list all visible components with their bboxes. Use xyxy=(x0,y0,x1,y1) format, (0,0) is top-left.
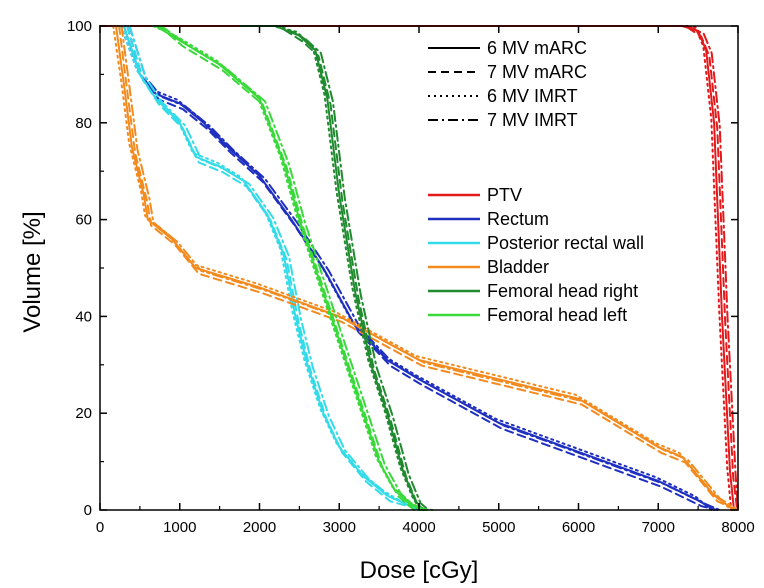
x-tick-label: 1000 xyxy=(163,519,196,536)
dvh-curve-rectum-solid xyxy=(122,25,716,511)
dvh-curve-femoral-head-left-dashdot xyxy=(160,25,434,511)
legend: 6 MV mARC 7 MV mARC 6 MV IMRT 7 MV IMRT PTV R… xyxy=(428,38,644,325)
y-axis-title: Volume [%] xyxy=(19,211,46,332)
dvh-curve-posterior-rectal-wall-dashed xyxy=(126,25,424,511)
axes-layer: 0 1000 2000 3000 4000 5000 6000 7000 8000 0 20 40 60… xyxy=(67,18,755,536)
dvh-curve-ptv-dashdot xyxy=(104,25,739,511)
y-tick-label: 40 xyxy=(75,308,92,325)
x-tick-label: 0 xyxy=(96,519,104,536)
y-tick-label: 20 xyxy=(75,405,92,422)
legend-structure-label: Bladder xyxy=(487,257,549,277)
x-tick-label: 7000 xyxy=(642,519,675,536)
dvh-curve-femoral-head-left-dashed xyxy=(158,25,432,511)
dvh-curve-ptv-dashed xyxy=(102,25,739,511)
legend-style-label: 6 MV mARC xyxy=(487,38,587,58)
legend-structure-label: Femoral head left xyxy=(487,305,627,325)
dvh-curve-bladder-dotted xyxy=(112,25,733,511)
x-tick-label: 8000 xyxy=(721,519,754,536)
dvh-curve-rectum-dashed xyxy=(126,25,719,511)
y-tick-label: 80 xyxy=(75,115,92,132)
dvh-curve-bladder-solid xyxy=(115,25,735,511)
dvh-curve-rectum-dashdot xyxy=(128,25,721,511)
dvh-curve-femoral-head-left-dotted xyxy=(152,25,426,511)
dvh-curve-bladder-dashdot xyxy=(120,25,739,511)
x-axis-title: Dose [cGy] xyxy=(360,557,479,584)
x-tick-label: 3000 xyxy=(323,519,356,536)
curves-layer xyxy=(99,25,739,511)
legend-structure-label: Rectum xyxy=(487,209,549,229)
dvh-curve-femoral-head-right-dashdot xyxy=(248,25,430,511)
y-tick-label: 60 xyxy=(75,212,92,229)
legend-structure-label: Femoral head right xyxy=(487,281,638,301)
legend-structure-label: PTV xyxy=(487,185,522,205)
x-tick-label: 6000 xyxy=(562,519,595,536)
x-tick-label: 5000 xyxy=(482,519,515,536)
dvh-curve-femoral-head-right-dashed xyxy=(245,25,428,511)
dvh-curve-bladder-dashed xyxy=(118,25,739,511)
x-tick-label: 2000 xyxy=(243,519,276,536)
legend-style-label: 6 MV IMRT xyxy=(487,86,578,106)
dvh-curve-posterior-rectal-wall-dotted xyxy=(120,25,418,511)
legend-style-label: 7 MV IMRT xyxy=(487,110,578,130)
legend-structure-label: Posterior rectal wall xyxy=(487,233,644,253)
y-tick-label: 0 xyxy=(84,502,92,519)
legend-style-label: 7 MV mARC xyxy=(487,62,587,82)
dvh-curve-rectum-dotted xyxy=(120,25,713,511)
y-tick-label: 100 xyxy=(67,18,92,35)
x-tick-label: 4000 xyxy=(402,519,435,536)
dvh-curve-posterior-rectal-wall-dashdot xyxy=(128,25,426,511)
